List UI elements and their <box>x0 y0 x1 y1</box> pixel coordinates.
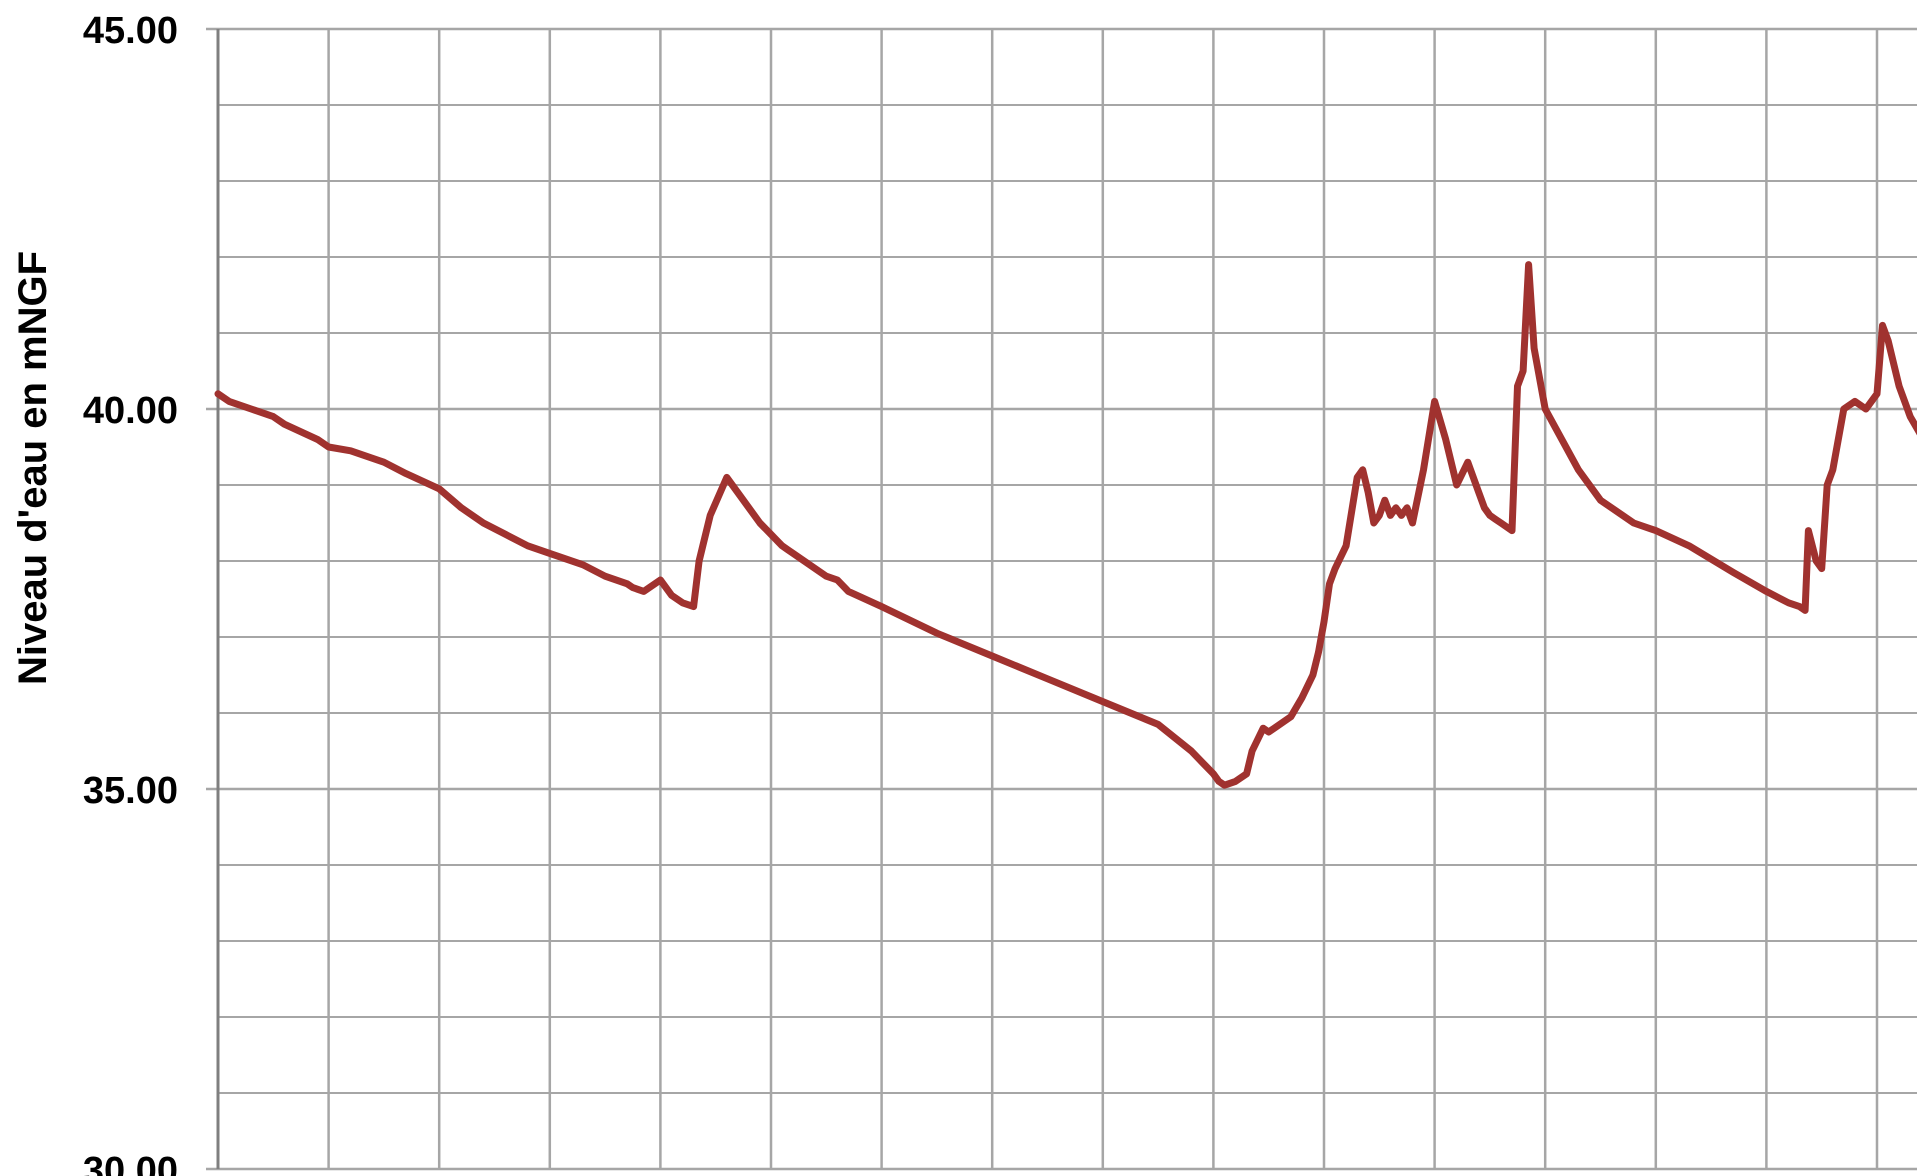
gridlines <box>206 27 1917 1171</box>
y-tick-label: 30.00 <box>83 1150 178 1176</box>
series-layer <box>214 261 1917 789</box>
y-tick-label: 35.00 <box>83 770 178 812</box>
y-axis-title: Niveau d'eau en mNGF <box>11 251 55 685</box>
tick-labels: 30.00 35.00 40.00 45.00 <box>83 10 178 1176</box>
series-line <box>214 261 1917 789</box>
y-tick-label: 45.00 <box>83 10 178 52</box>
y-tick-label: 40.00 <box>83 390 178 432</box>
